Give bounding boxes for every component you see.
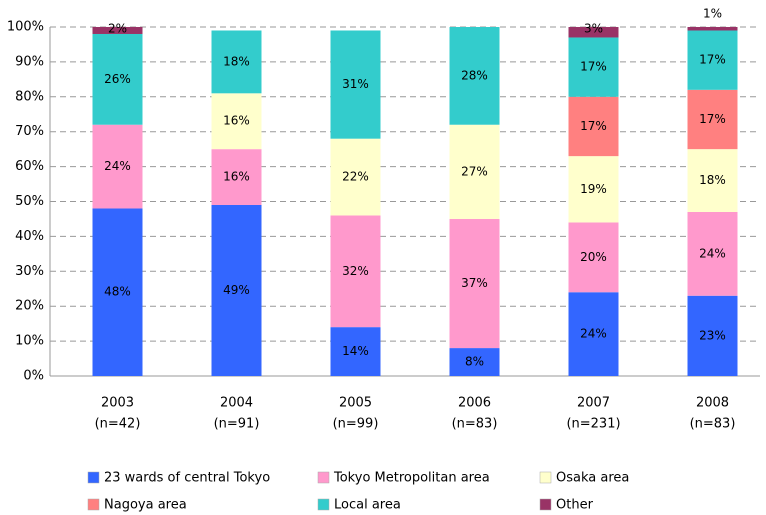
- bar-segment: [330, 215, 381, 328]
- bar-segment: [449, 348, 500, 376]
- bar-segment: [568, 27, 619, 38]
- y-tick-label: 70%: [15, 124, 44, 139]
- legend-label: Nagoya area: [104, 498, 187, 513]
- x-tick-note: (n=83): [690, 417, 736, 432]
- bar-segment: [449, 124, 500, 219]
- x-tick-label: 2004: [220, 396, 253, 411]
- data-label: 8%: [465, 355, 484, 369]
- bar-segment: [568, 156, 619, 223]
- bar-segment: [330, 30, 381, 139]
- data-label: 17%: [580, 60, 607, 74]
- x-tick-label: 2003: [101, 396, 134, 411]
- data-label: 48%: [104, 285, 131, 299]
- y-tick-label: 40%: [15, 229, 44, 244]
- data-label: 31%: [342, 77, 369, 91]
- bar-segment: [330, 138, 381, 216]
- data-label: 27%: [461, 164, 488, 178]
- data-label: 26%: [104, 72, 131, 86]
- bar-segment: [330, 327, 381, 376]
- bar-segment: [687, 211, 738, 296]
- bar-segment: [92, 33, 143, 125]
- bar-segment: [211, 204, 262, 376]
- y-tick-label: 50%: [15, 194, 44, 209]
- data-label: 2%: [108, 22, 127, 36]
- legend-label: Other: [556, 498, 594, 513]
- x-tick-label: 2005: [339, 396, 372, 411]
- y-tick-label: 100%: [7, 20, 44, 35]
- data-label: 3%: [584, 22, 603, 36]
- x-tick-label: 2007: [577, 396, 610, 411]
- data-label: 14%: [342, 344, 369, 358]
- y-tick-label: 0%: [23, 369, 44, 384]
- data-label: 24%: [699, 246, 726, 260]
- bar-segment: [687, 27, 738, 31]
- legend-label: Tokyo Metropolitan area: [333, 471, 490, 486]
- bar-segment: [568, 96, 619, 157]
- bar-segment: [568, 222, 619, 293]
- y-tick-label: 90%: [15, 54, 44, 69]
- data-label: 17%: [699, 53, 726, 67]
- bar-segment: [211, 30, 262, 94]
- legend-label: Local area: [334, 498, 401, 513]
- data-label: 28%: [461, 68, 488, 82]
- x-tick-note: (n=231): [566, 417, 620, 432]
- data-label: 20%: [580, 250, 607, 264]
- legend-swatch: [317, 498, 330, 511]
- bar-segment: [92, 27, 143, 34]
- bar-segment: [449, 27, 500, 125]
- data-label: 17%: [580, 119, 607, 133]
- data-label: 49%: [223, 283, 250, 297]
- bar-segment: [211, 93, 262, 150]
- bar-segment: [92, 124, 143, 209]
- data-label: 17%: [699, 112, 726, 126]
- legend-swatch: [87, 471, 100, 484]
- bar-segment: [92, 208, 143, 376]
- data-label: 16%: [223, 170, 250, 184]
- bar-segment: [687, 89, 738, 150]
- legend-label: Osaka area: [556, 471, 629, 486]
- legend-swatch: [87, 498, 100, 511]
- y-tick-label: 80%: [15, 89, 44, 104]
- x-tick-note: (n=99): [333, 417, 379, 432]
- legend-swatch: [539, 471, 552, 484]
- bar-segment: [687, 295, 738, 376]
- data-label: 22%: [342, 170, 369, 184]
- data-label: 32%: [342, 264, 369, 278]
- bar-segment: [568, 37, 619, 97]
- x-tick-label: 2008: [696, 396, 729, 411]
- y-tick-label: 30%: [15, 264, 44, 279]
- bar-segment: [687, 30, 738, 90]
- data-label: 18%: [223, 54, 250, 68]
- data-label: 23%: [699, 328, 726, 342]
- y-tick-label: 60%: [15, 159, 44, 174]
- legend-label: 23 wards of central Tokyo: [104, 471, 270, 486]
- legend-swatch: [317, 471, 330, 484]
- data-label: 1%: [703, 7, 722, 21]
- bar-segment: [568, 292, 619, 376]
- bar-segment: [449, 218, 500, 349]
- bar-segment: [687, 149, 738, 212]
- x-tick-note: (n=83): [452, 417, 498, 432]
- data-label: 24%: [104, 159, 131, 173]
- x-tick-note: (n=91): [214, 417, 260, 432]
- y-tick-label: 20%: [15, 299, 44, 314]
- data-label: 24%: [580, 327, 607, 341]
- x-tick-label: 2006: [458, 396, 491, 411]
- y-tick-label: 10%: [15, 334, 44, 349]
- data-label: 37%: [461, 276, 488, 290]
- legend-swatch: [539, 498, 552, 511]
- bar-segment: [211, 149, 262, 205]
- x-tick-note: (n=42): [95, 417, 141, 432]
- data-label: 18%: [699, 173, 726, 187]
- data-label: 16%: [223, 114, 250, 128]
- data-label: 19%: [580, 182, 607, 196]
